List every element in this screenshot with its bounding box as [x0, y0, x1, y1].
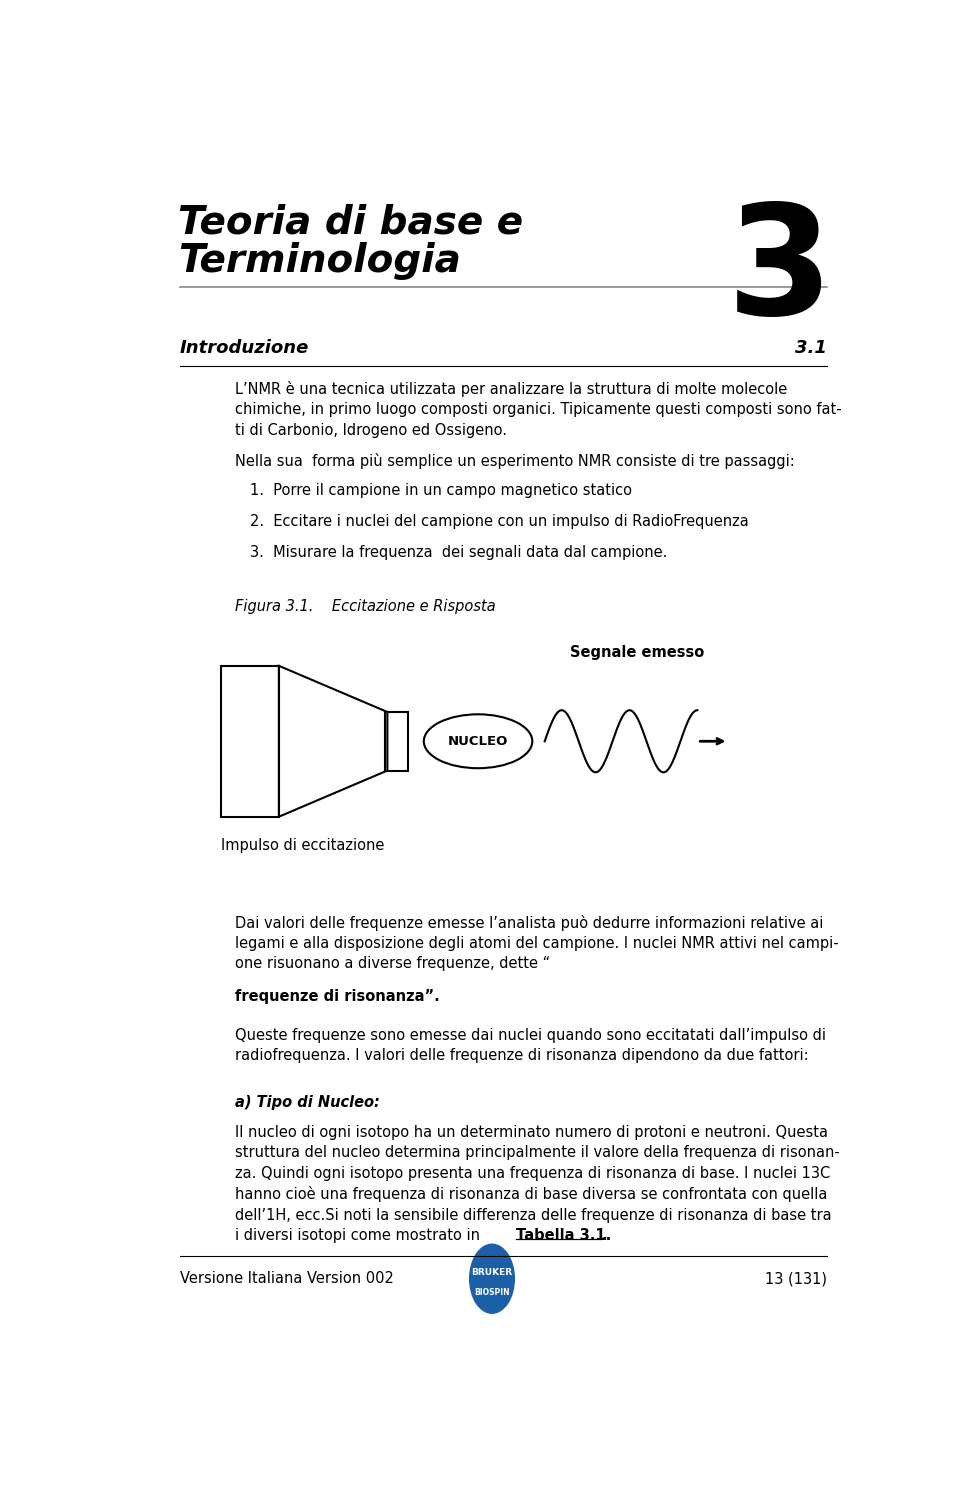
Text: Nella sua  forma più semplice un esperimento NMR consiste di tre passaggi:: Nella sua forma più semplice un esperime…	[235, 452, 795, 469]
Text: Terminologia: Terminologia	[179, 242, 461, 281]
Text: L’NMR è una tecnica utilizzata per analizzare la struttura di molte molecole
chi: L’NMR è una tecnica utilizzata per anali…	[235, 381, 842, 437]
Text: BIOSPIN: BIOSPIN	[474, 1288, 510, 1297]
Text: BRUKER: BRUKER	[471, 1269, 513, 1278]
Text: Impulso di eccitazione: Impulso di eccitazione	[221, 838, 384, 853]
Text: NUCLEO: NUCLEO	[448, 735, 508, 748]
Text: Teoria di base e: Teoria di base e	[179, 205, 523, 242]
Text: Queste frequenze sono emesse dai nuclei quando sono eccitatati dall’impulso di
r: Queste frequenze sono emesse dai nuclei …	[235, 1027, 827, 1063]
Text: 13 (131): 13 (131)	[765, 1271, 827, 1285]
Text: Figura 3.1.    Eccitazione e Risposta: Figura 3.1. Eccitazione e Risposta	[235, 599, 496, 614]
Text: frequenze di risonanza”.: frequenze di risonanza”.	[235, 990, 440, 1005]
Text: Versione Italiana Version 002: Versione Italiana Version 002	[180, 1271, 394, 1285]
Text: 2.  Eccitare i nuclei del campione con un impulso di RadioFrequenza: 2. Eccitare i nuclei del campione con un…	[251, 514, 749, 529]
Text: 1.  Porre il campione in un campo magnetico statico: 1. Porre il campione in un campo magneti…	[251, 484, 633, 499]
Text: 3.1: 3.1	[795, 339, 827, 357]
Text: Dai valori delle frequenze emesse l’analista può dedurre informazioni relative a: Dai valori delle frequenze emesse l’anal…	[235, 915, 839, 972]
Text: Segnale emesso: Segnale emesso	[570, 645, 705, 660]
Text: a) Tipo di Nucleo:: a) Tipo di Nucleo:	[235, 1096, 380, 1111]
Text: 3: 3	[727, 199, 833, 348]
Text: .: .	[601, 1227, 607, 1242]
Text: 3.  Misurare la frequenza  dei segnali data dal campione.: 3. Misurare la frequenza dei segnali dat…	[251, 545, 667, 560]
Text: Tabella 3.1.: Tabella 3.1.	[516, 1227, 612, 1242]
Circle shape	[469, 1244, 515, 1314]
Text: Il nucleo di ogni isotopo ha un determinato numero di protoni e neutroni. Questa: Il nucleo di ogni isotopo ha un determin…	[235, 1124, 840, 1244]
Text: Introduzione: Introduzione	[180, 339, 309, 357]
